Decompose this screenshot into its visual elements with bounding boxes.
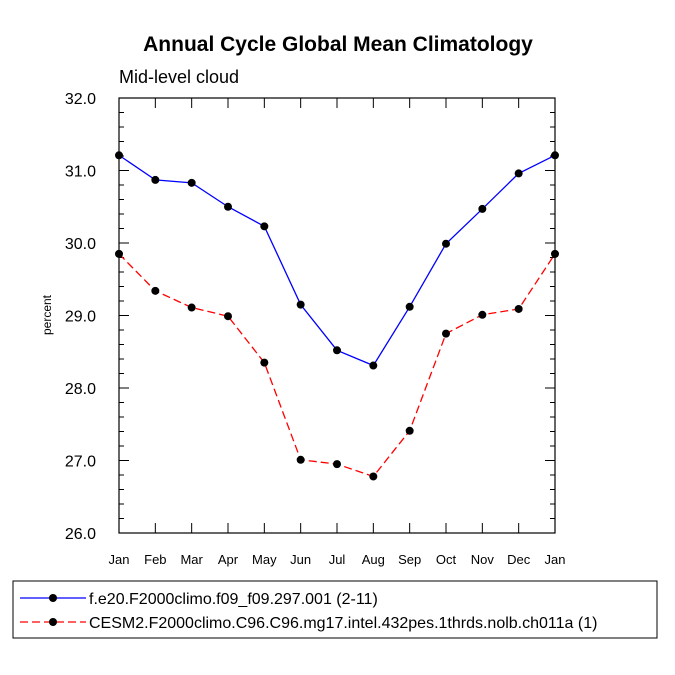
data-point <box>260 222 269 231</box>
y-tick-labels: 26.0 27.0 28.0 29.0 30.0 31.0 32.0 <box>65 91 96 543</box>
data-point <box>260 358 269 367</box>
legend-marker <box>49 594 57 602</box>
x-tick-label: Jan <box>109 552 130 567</box>
y-tick-label: 32.0 <box>65 91 96 108</box>
legend-marker <box>49 618 57 626</box>
y-tick-label: 28.0 <box>65 381 96 398</box>
series-line-2 <box>118 253 556 478</box>
x-tick-label: Sep <box>398 552 421 567</box>
data-point <box>296 300 305 309</box>
data-point <box>187 303 196 312</box>
series-line-1 <box>118 154 556 367</box>
y-tick-label: 29.0 <box>65 309 96 326</box>
data-point <box>187 178 196 187</box>
x-tick-label: May <box>252 552 277 567</box>
data-point <box>514 169 523 178</box>
data-point <box>296 455 305 464</box>
x-tick-labels: Jan Feb Mar Apr May Jun Jul Aug Sep Oct Nov Dec Jan <box>109 552 566 567</box>
data-point <box>442 329 450 338</box>
data-point <box>369 472 378 481</box>
x-tick-label: Jun <box>290 552 311 567</box>
x-tick-label: Apr <box>218 552 239 567</box>
legend-label-1: f.e20.F2000climo.f09_f09.297.001 (2-11) <box>89 591 378 608</box>
x-tick-label: Dec <box>507 552 531 567</box>
y-tick-label: 27.0 <box>65 454 96 471</box>
x-tick-label: Aug <box>362 552 385 567</box>
y-tick-label: 30.0 <box>65 236 96 253</box>
x-tick-label: Nov <box>471 552 495 567</box>
x-tick-label: Jul <box>329 552 346 567</box>
plot-frame <box>118 97 556 534</box>
legend: f.e20.F2000climo.f09_f09.297.001 (2-11) C… <box>12 580 658 639</box>
data-point <box>478 204 487 213</box>
data-point <box>478 310 487 319</box>
data-point <box>333 346 341 355</box>
data-point <box>369 361 378 370</box>
data-point <box>514 304 523 313</box>
y-tick-label: 31.0 <box>65 164 96 181</box>
data-point <box>333 460 341 469</box>
x-tick-label: Feb <box>144 552 166 567</box>
y-axis-label: percent <box>40 294 54 335</box>
x-tick-label: Oct <box>436 552 457 567</box>
data-point <box>405 302 414 311</box>
data-point <box>405 426 414 435</box>
y-tick-label: 26.0 <box>65 526 96 543</box>
x-tick-label: Jan <box>545 552 566 567</box>
data-point <box>224 312 232 321</box>
chart-title: Annual Cycle Global Mean Climatology <box>143 33 533 56</box>
data-point <box>224 202 232 211</box>
data-point <box>151 175 160 184</box>
data-point <box>151 286 160 295</box>
data-point <box>442 239 450 248</box>
chart-subtitle: Mid-level cloud <box>119 67 239 87</box>
legend-label-2: CESM2.F2000climo.C96.C96.mg17.intel.432p… <box>89 615 597 632</box>
x-tick-label: Mar <box>180 552 203 567</box>
series-layer <box>115 151 559 481</box>
legend-box <box>12 580 658 639</box>
